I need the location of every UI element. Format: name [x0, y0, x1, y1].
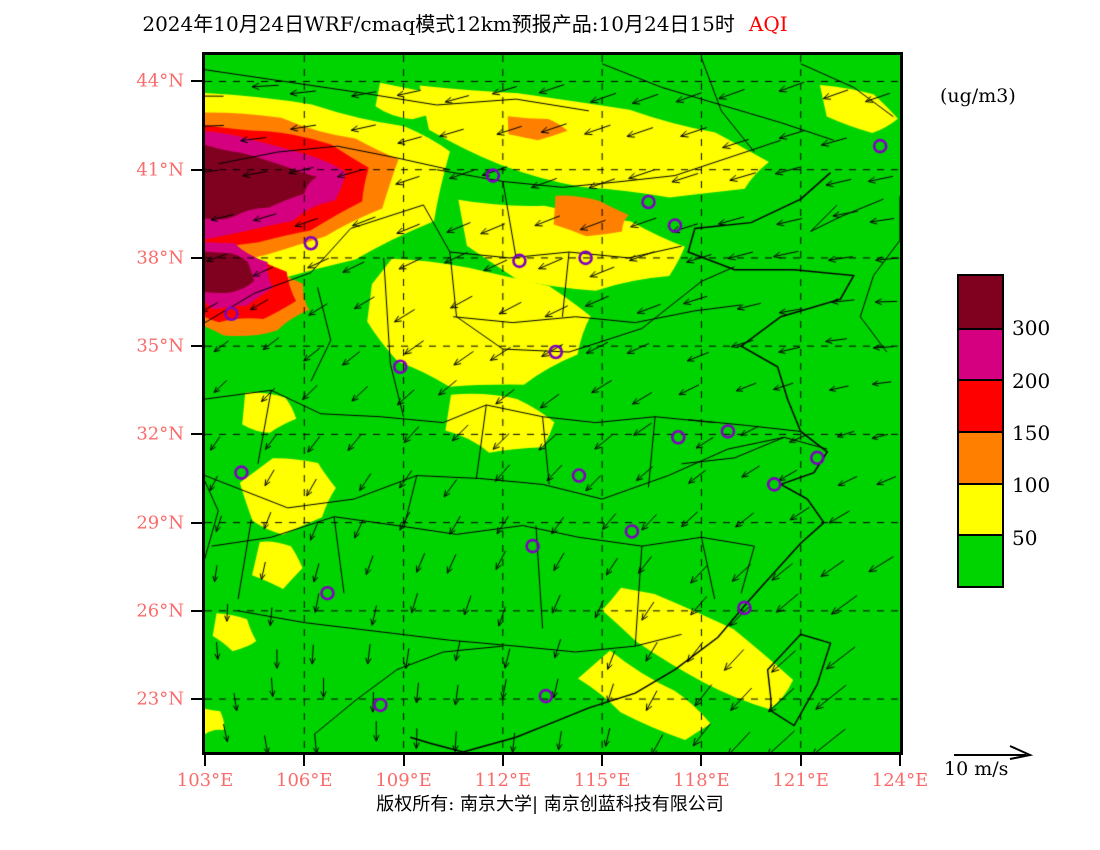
- page-title: 2024年10月24日WRF/cmaq模式12km预报产品:10月24日15时 A…: [0, 8, 930, 37]
- y-axis-tick: [191, 433, 202, 436]
- colorbar-tick-label: 50: [1012, 525, 1038, 550]
- copyright-footer: 版权所有: 南京大学| 南京创蓝科技有限公司: [376, 794, 724, 815]
- x-axis-tick: [204, 755, 206, 766]
- colorbar-separator: [959, 327, 1002, 330]
- colorbar-band: [959, 327, 1002, 380]
- y-axis-tick-label: 29°N: [136, 512, 184, 534]
- x-axis-tick: [799, 755, 802, 766]
- colorbar-separator: [959, 534, 1002, 537]
- colorbar-unit-label: (ug/m3): [940, 85, 1016, 107]
- y-axis-tick: [191, 521, 202, 524]
- x-axis-tick: [501, 755, 504, 766]
- y-axis-tick: [191, 256, 202, 259]
- y-axis-tick-label: 32°N: [136, 423, 184, 445]
- x-axis-tick: [700, 755, 703, 766]
- colorbar-band: [959, 534, 1002, 586]
- wind-scale-key: 10 m/s: [938, 738, 1098, 788]
- y-axis-tick: [191, 609, 202, 612]
- colorbar-tick-label: 100: [1012, 473, 1051, 498]
- colorbar-band: [959, 276, 1002, 328]
- x-axis-tick-label: 103°E: [176, 770, 234, 791]
- colorbar-tick-label: 150: [1012, 421, 1051, 445]
- y-axis-tick-label: 23°N: [136, 688, 184, 710]
- map-plot-area[interactable]: [202, 52, 903, 755]
- x-axis-tick: [303, 755, 306, 766]
- x-axis-tick: [402, 755, 405, 766]
- y-axis-tick-label: 41°N: [136, 159, 184, 181]
- x-axis-tick-label: 121°E: [772, 770, 829, 791]
- colorbar-separator: [959, 430, 1002, 433]
- colorbar-band: [959, 430, 1002, 483]
- colorbar: [957, 274, 1004, 588]
- y-axis-labels: 23°N 26°N 29°N 32°N 35°N 38°N 41°N 44°N: [0, 0, 202, 850]
- y-axis-tick: [191, 168, 202, 171]
- x-axis-tick-label: 106°E: [276, 770, 333, 791]
- wind-scale-label: 10 m/s: [944, 758, 1009, 780]
- title-text: 2024年10月24日WRF/cmaq模式12km预报产品:10月24日15时: [142, 12, 735, 36]
- colorbar-band: [959, 379, 1002, 431]
- x-axis-tick-label: 115°E: [573, 770, 631, 791]
- x-axis-labels: 103°E 106°E 109°E 112°E 115°E 118°E 121°E 124°E: [0, 755, 1100, 792]
- title-variable: AQI: [748, 12, 788, 36]
- aqi-map-canvas[interactable]: [205, 55, 900, 752]
- x-axis-tick-label: 112°E: [474, 770, 532, 791]
- x-axis-tick: [601, 755, 604, 766]
- arrow-right-icon: [954, 745, 1034, 760]
- colorbar-separator: [959, 379, 1002, 382]
- y-axis-tick: [191, 345, 202, 348]
- colorbar-tick-labels: 50 100 150 200 300: [1006, 274, 1100, 604]
- x-axis-tick-label: 118°E: [673, 770, 730, 791]
- y-axis-tick-label: 26°N: [136, 600, 184, 622]
- y-axis-tick-label: 44°N: [136, 70, 184, 92]
- y-axis-tick-label: 38°N: [136, 247, 184, 269]
- y-axis-tick: [191, 80, 202, 83]
- colorbar-tick-label: 300: [1012, 316, 1051, 341]
- y-axis-tick-label: 35°N: [136, 335, 184, 357]
- x-axis-tick-label: 124°E: [871, 770, 929, 791]
- x-axis-tick-label: 109°E: [375, 770, 432, 791]
- colorbar-tick-label: 200: [1012, 368, 1051, 393]
- colorbar-separator: [959, 482, 1002, 485]
- y-axis-tick: [191, 698, 202, 701]
- x-axis-tick: [899, 755, 901, 766]
- colorbar-band: [959, 482, 1002, 535]
